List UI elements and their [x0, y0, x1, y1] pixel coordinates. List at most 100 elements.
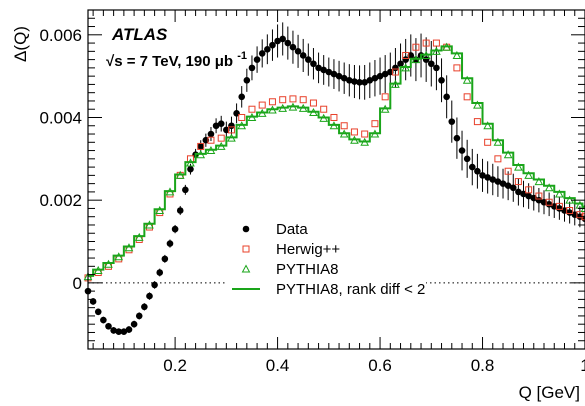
data-point: [499, 180, 507, 187]
series-data: [84, 22, 585, 335]
data-point: [146, 292, 153, 300]
x-tick-label: 0.4: [266, 356, 290, 375]
data-point: [351, 78, 358, 85]
herwig-point: [514, 178, 522, 186]
data-point: [207, 130, 215, 138]
x-tick-label: 0.8: [471, 356, 495, 375]
data-point: [228, 122, 235, 130]
plot-frame: [87, 9, 585, 350]
axes-group: 0.2 0.4 0.6 0.8 1 0 0.002 0.004 0.006: [39, 9, 585, 375]
pythia8-point: [544, 183, 554, 192]
data-point: [310, 60, 317, 68]
legend-background: [226, 214, 426, 314]
data-point: [402, 56, 409, 63]
herwig-point: [279, 96, 287, 104]
data-point: [504, 182, 512, 190]
data-point: [171, 225, 179, 233]
data-point: [320, 66, 327, 74]
data-point: [509, 184, 517, 192]
x-tick-label: 0.2: [163, 356, 187, 375]
data-point: [115, 328, 123, 335]
x-axis-title: Q [GeV]: [519, 383, 580, 402]
herwig-point: [473, 118, 481, 126]
data-point: [264, 45, 271, 53]
herwig-point: [238, 113, 246, 121]
series-pythia8-rank-diff-2: [88, 45, 585, 277]
data-point: [120, 328, 128, 335]
pythia8-point: [555, 189, 564, 198]
herwig-point: [197, 142, 205, 150]
pythia8-point: [452, 50, 462, 59]
herwig-point: [432, 39, 440, 47]
herwig-point: [350, 128, 358, 136]
herwig-point: [227, 126, 235, 134]
data-point: [284, 39, 292, 47]
herwig-point: [566, 207, 574, 215]
data-point: [187, 165, 194, 173]
legend-label-pythia8: PYTHIA8: [276, 261, 339, 278]
data-point: [176, 207, 184, 214]
data-point: [453, 134, 461, 142]
herwig-point: [453, 64, 461, 72]
data-point: [366, 76, 374, 84]
legend-marker-data: [242, 225, 250, 233]
herwig-point: [576, 211, 584, 219]
series-group: [83, 22, 585, 335]
data-point: [212, 122, 220, 130]
herwig-point: [525, 186, 533, 194]
data-point: [243, 76, 251, 84]
data-point: [248, 64, 256, 72]
herwig-point: [361, 130, 369, 138]
herwig-point: [381, 93, 389, 101]
legend-label-data: Data: [276, 221, 308, 238]
herwig-point: [289, 95, 297, 103]
series-herwig-: [84, 39, 585, 282]
data-point: [356, 79, 363, 86]
data-point: [182, 186, 189, 194]
data-point: [279, 35, 287, 43]
herwig-point: [320, 105, 328, 113]
pythia8-point: [462, 75, 472, 84]
pythia8-point: [493, 137, 503, 146]
data-point: [335, 72, 343, 80]
energy-text: √s = 7 TeV, 190 μb: [106, 53, 233, 70]
pythia8-point: [524, 170, 533, 179]
data-point: [463, 155, 471, 163]
herwig-point: [248, 105, 256, 113]
herwig-point: [504, 167, 512, 175]
herwig-point: [463, 93, 471, 101]
x-tick-label: 0.6: [368, 356, 392, 375]
data-point: [294, 48, 302, 55]
data-point: [197, 143, 205, 150]
data-point: [258, 50, 266, 57]
data-point: [125, 326, 133, 333]
herwig-point: [484, 138, 492, 146]
pythia8-point: [483, 121, 492, 130]
pythia8-point: [473, 100, 482, 109]
data-point: [545, 201, 553, 208]
legend: Data Herwig++ PYTHIA8 PYTHIA8, rank diff < …: [226, 214, 426, 314]
herwig-point: [412, 43, 420, 51]
data-point: [535, 196, 543, 204]
data-point: [371, 74, 379, 82]
herwig-point: [535, 192, 543, 200]
data-point: [166, 240, 174, 247]
herwig-point: [258, 101, 266, 109]
data-point: [330, 70, 338, 78]
pythia8-point: [503, 150, 513, 159]
herwig-point: [309, 99, 317, 107]
pythia8-point: [514, 162, 523, 171]
herwig-point: [340, 122, 348, 130]
data-point: [156, 269, 164, 276]
pythia8-rank-line: [88, 45, 585, 277]
data-point: [433, 64, 440, 72]
y-tick-label: 0.004: [39, 108, 82, 127]
data-point: [340, 74, 348, 82]
pythia8-point: [534, 177, 544, 186]
data-point: [494, 178, 502, 185]
data-point: [325, 68, 333, 76]
herwig-point: [555, 202, 563, 210]
herwig-point: [330, 113, 338, 121]
data-point: [130, 320, 138, 328]
data-point: [315, 64, 322, 72]
